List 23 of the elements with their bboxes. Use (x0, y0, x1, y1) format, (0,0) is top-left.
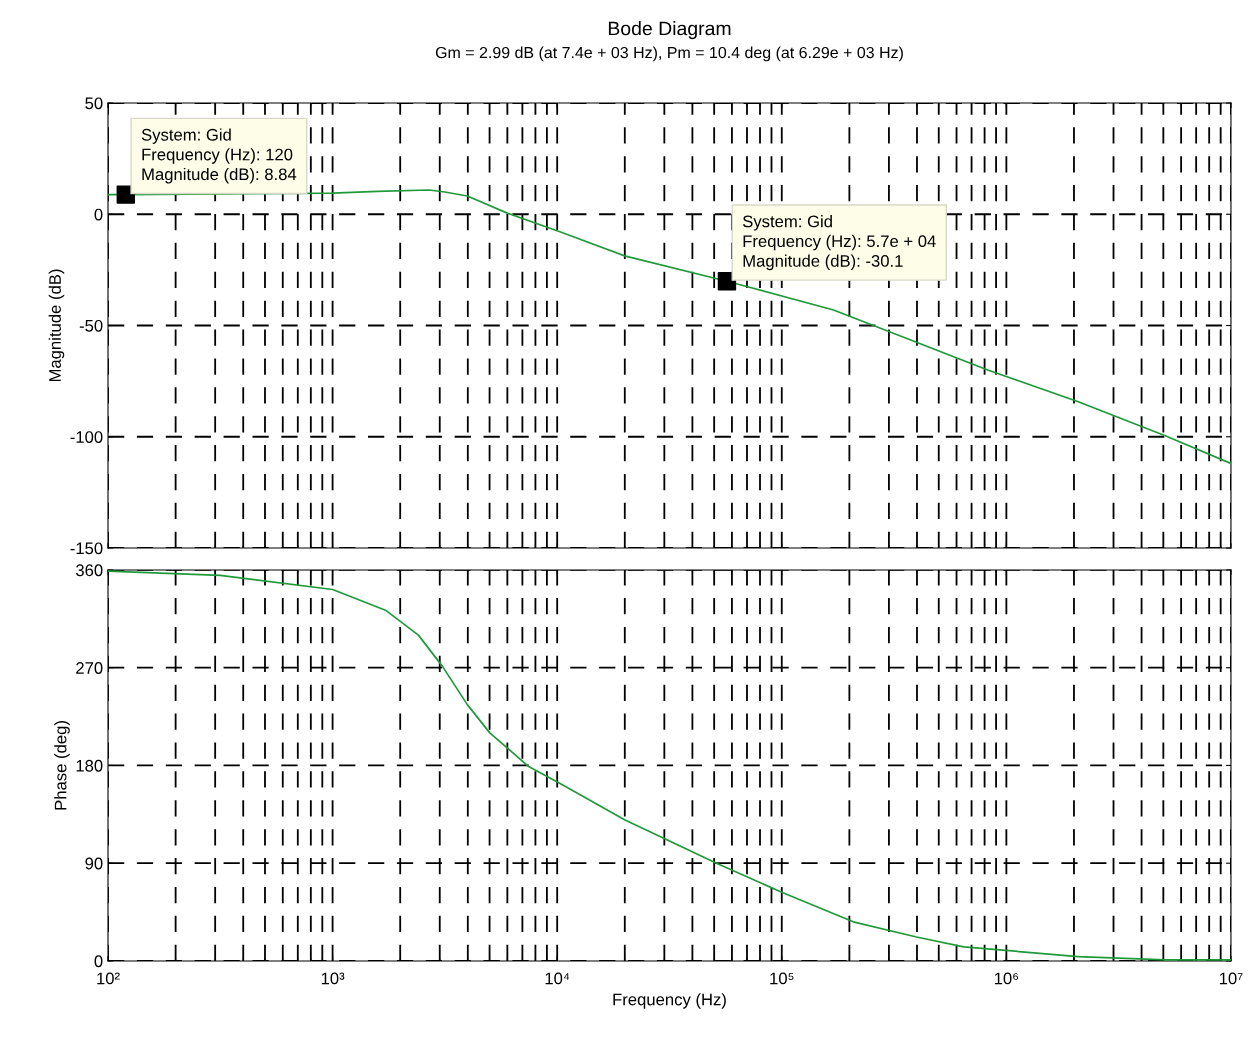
y-tick-label: 50 (85, 97, 103, 110)
chart-title: Bode Diagram (608, 21, 731, 40)
y-tick-label: -50 (79, 319, 103, 332)
y-tick-label: 0 (94, 208, 103, 221)
y-tick-label: 360 (75, 564, 103, 577)
x-tick-label: 10³ (321, 972, 345, 985)
y-tick-label: 0 (94, 955, 103, 968)
x-tick-label: 10⁷ (1219, 972, 1243, 985)
y-tick-label: -150 (70, 542, 103, 555)
x-tick-label: 10² (97, 972, 120, 985)
chart-subtitle: Gm = 2.99 dB (at 7.4e + 03 Hz), Pm = 10.4 deg (at 6.29e + 03 Hz) (435, 46, 903, 62)
y-tick-label: -100 (70, 431, 103, 443)
x-tick-label: 10⁵ (770, 972, 794, 985)
y-tick-label: 180 (76, 759, 103, 772)
annotation: System: Gid Frequency (Hz): 5.7e + 04 Magnitude (dB): -30.1 (742, 215, 936, 271)
y-tick-label: 90 (85, 857, 103, 870)
y-tick-label: 270 (76, 662, 103, 674)
y-axis-title: Phase (deg) (54, 721, 70, 810)
x-tick-label: 10⁴ (545, 972, 570, 985)
x-axis-title: Frequency (Hz) (613, 993, 726, 1009)
y-axis-title: Magnitude (dB) (48, 269, 65, 382)
x-tick-label: 10⁶ (994, 972, 1019, 985)
annotation: System: Gid Frequency (Hz): 120 Magnitude (dB): 8.84 (141, 128, 297, 184)
